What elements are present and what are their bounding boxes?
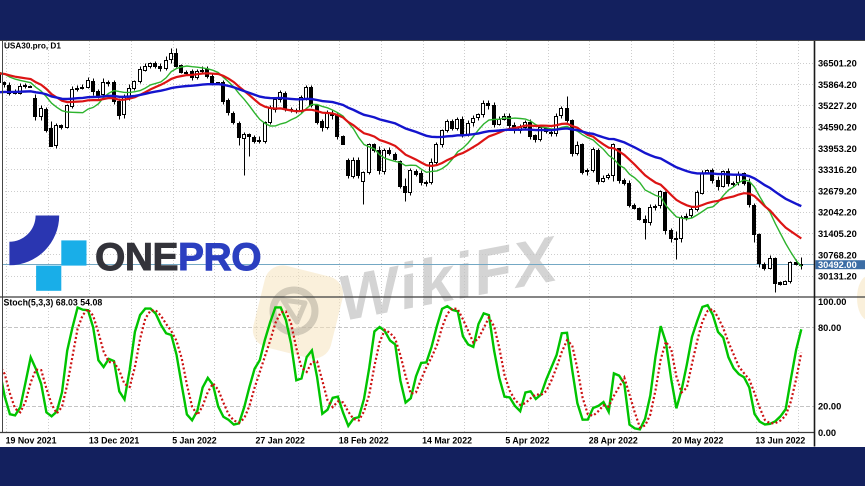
svg-text:30492.00: 30492.00	[818, 260, 857, 270]
svg-text:18 Feb 2022: 18 Feb 2022	[339, 436, 389, 446]
svg-text:5 Jan 2022: 5 Jan 2022	[172, 436, 217, 446]
svg-text:USA30.pro, D1: USA30.pro, D1	[4, 42, 61, 51]
svg-text:ONEPRO: ONEPRO	[95, 236, 261, 279]
svg-text:100.00: 100.00	[818, 297, 846, 307]
svg-text:33953.20: 33953.20	[818, 144, 857, 154]
svg-text:35864.20: 35864.20	[818, 80, 857, 90]
svg-text:20 May 2022: 20 May 2022	[672, 436, 723, 446]
svg-text:20.00: 20.00	[818, 402, 841, 412]
svg-text:19 Nov 2021: 19 Nov 2021	[6, 436, 57, 446]
svg-text:28 Apr 2022: 28 Apr 2022	[589, 436, 638, 446]
svg-text:32679.20: 32679.20	[818, 186, 857, 196]
svg-text:0.00: 0.00	[818, 428, 836, 438]
svg-text:30768.20: 30768.20	[818, 250, 857, 260]
svg-text:Stoch(5,3,3) 68.03 54.08: Stoch(5,3,3) 68.03 54.08	[4, 298, 103, 308]
svg-text:36501.20: 36501.20	[818, 59, 857, 69]
svg-text:27 Jan 2022: 27 Jan 2022	[256, 436, 306, 446]
svg-text:31405.20: 31405.20	[818, 229, 857, 239]
svg-text:35227.20: 35227.20	[818, 101, 857, 111]
svg-text:5 Apr 2022: 5 Apr 2022	[505, 436, 549, 446]
svg-text:33316.20: 33316.20	[818, 165, 857, 175]
svg-text:13 Jun 2022: 13 Jun 2022	[755, 436, 805, 446]
svg-text:30131.20: 30131.20	[818, 272, 857, 282]
svg-text:34590.20: 34590.20	[818, 123, 857, 133]
svg-text:32042.20: 32042.20	[818, 208, 857, 218]
svg-text:80.00: 80.00	[818, 323, 841, 333]
svg-text:14 Mar 2022: 14 Mar 2022	[422, 436, 472, 446]
svg-text:13 Dec 2021: 13 Dec 2021	[89, 436, 139, 446]
